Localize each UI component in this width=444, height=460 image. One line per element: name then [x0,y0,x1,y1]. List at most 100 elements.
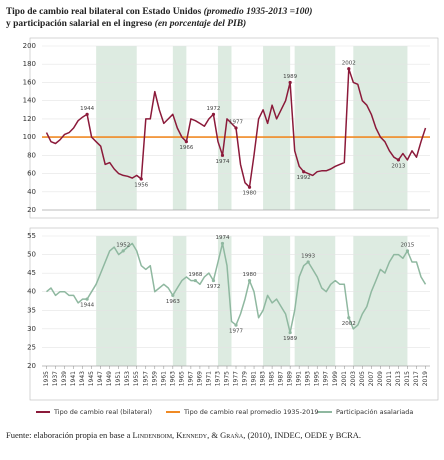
x-tick-label: 1983 [260,371,267,386]
annotation: 1952 [116,242,130,248]
y-tick-label: 45 [27,269,36,277]
plot: 20 25 30 35 40 45 50 55 1935 1937 1939 1941 1943 1945… [27,232,430,386]
title-main: Tipo de cambio real bilateral con Estado… [6,7,204,17]
annotation-marker [302,170,306,174]
y-tick-label: 25 [27,343,36,351]
source-authors: Lindenboim, Kennedy, & Graña [133,430,244,440]
shaded-period [353,236,408,366]
annotation-marker [184,140,188,144]
y-tick-label: 40 [27,188,36,196]
legend-label: Tipo de cambio real (bilateral) [53,408,152,416]
shaded-period [263,236,291,366]
annotation-marker [288,330,292,335]
x-tick-label: 1941 [70,371,77,386]
y-tick-label: 80 [27,151,36,159]
shaded-period [263,46,291,210]
x-tick-label: 1981 [251,371,258,386]
annotation-marker [396,158,401,162]
x-tick-label: 1945 [88,371,95,386]
x-tick-label: 1939 [61,371,68,386]
y-tick-label: 40 [27,288,36,296]
x-tick-label: 1985 [269,371,276,386]
x-tick-label: 1987 [278,371,285,386]
annotation: 1980 [243,272,257,278]
annotation-marker [193,278,197,283]
annotation-marker [306,260,310,264]
legend-label: Tipo de cambio real promedio 1935-2019 [183,408,319,416]
annotation-marker [247,185,252,189]
annotation-marker [211,278,216,283]
legend-label: Participación asalariada [336,408,413,416]
x-tick-label: 1947 [97,371,104,386]
x-tick-label: 1951 [115,371,122,386]
annotation: 1944 [80,303,94,309]
annotation: 1968 [188,272,202,278]
annotation-marker [85,112,89,116]
annotation: 1944 [80,106,94,112]
annotation: 1993 [301,254,315,260]
x-tick-label: 2015 [404,371,411,386]
annotation-marker [211,112,216,116]
annotation-marker [247,278,252,283]
y-tick-label: 55 [27,232,36,240]
x-tick-label: 1935 [43,371,50,386]
x-tick-label: 1959 [151,371,158,386]
x-tick-label: 2003 [350,371,357,386]
x-tick-label: 1991 [296,371,303,386]
annotation: 1989 [283,336,297,342]
annotation: 1974 [215,159,229,165]
source-text: Fuente: elaboración propia en base a [6,430,133,440]
y-tick-label: 120 [23,115,36,123]
shaded-period [353,46,408,210]
y-tick-label: 180 [23,60,36,68]
annotation: 1966 [179,145,193,151]
x-tick-label: 1967 [187,371,194,386]
x-tick-label: 2017 [413,371,420,386]
x-tick-label: 1943 [79,371,86,386]
x-tick-label: 1961 [160,371,167,386]
y-tick-label: 50 [27,251,36,259]
shaded-period [172,236,187,366]
shaded-period [217,236,232,366]
annotation: 1972 [206,284,220,290]
source-text: , (2010), INDEC, OEDE y BCRA. [243,430,361,440]
y-tick-label: 140 [23,97,36,105]
panel-frame [29,37,439,219]
x-tick-label: 1971 [205,371,212,386]
y-tick-label: 30 [27,325,36,333]
x-tick-label: 1997 [323,371,330,386]
annotation: 1972 [206,106,220,112]
shaded-period [217,46,232,210]
annotation-marker [139,177,143,181]
title-note: (promedio 1935-2013 =100) [204,6,313,17]
annotation-marker [121,249,125,253]
x-tick-label: 1999 [332,371,339,386]
x-tick-label: 1955 [133,371,140,386]
shaded-period [96,236,137,366]
x-tick-label: 1965 [178,371,185,386]
annotation: 1963 [166,299,180,305]
x-tick-label: 1937 [52,371,59,386]
annotation-marker [347,316,351,320]
shaded-period [172,46,187,210]
x-tick-label: 1949 [106,371,113,386]
x-tick-label: 1989 [287,371,294,386]
x-tick-label: 2005 [359,371,366,386]
annotation-marker [220,153,225,157]
plot: 20 40 60 80 100 120 140 160 180 200 1944 1956 1966 19… [23,42,430,214]
annotation-marker [171,293,175,298]
annotation-marker [220,241,225,246]
y-tick-label: 20 [27,362,36,370]
x-tick-label: 2013 [395,371,402,386]
annotation: 1980 [243,191,257,197]
y-tick-label: 200 [23,42,36,50]
x-tick-label: 1993 [305,371,312,386]
x-tick-label: 2007 [368,371,375,386]
annotation-marker [234,323,238,327]
shaded-period [294,236,336,366]
y-tick-label: 35 [27,306,36,314]
x-tick-label: 1957 [142,371,149,386]
annotation: 1977 [229,120,243,126]
x-tick-label: 1995 [314,371,321,386]
